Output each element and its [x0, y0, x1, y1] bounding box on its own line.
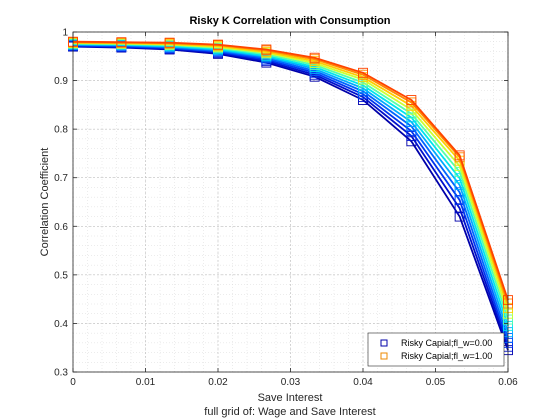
x-tick-label: 0.01 — [136, 377, 156, 388]
series-11-point — [164, 37, 175, 48]
y-tick-label: 0.4 — [54, 319, 68, 330]
chart-caption: full grid of: Wage and Save Interest — [204, 406, 375, 418]
tick-labels: 0 0.01 0.02 0.03 0.04 0.05 0.06 0.3 0.4 0.5 0.6 0.7… — [54, 28, 518, 389]
y-axis-label: Correlation Coefficient — [39, 148, 51, 257]
y-tick-label: 0.7 — [54, 173, 68, 184]
legend-marker-1 — [380, 339, 388, 347]
y-tick-label: 0.9 — [54, 76, 68, 87]
series-11-point — [454, 150, 465, 161]
y-tick-label: 0.5 — [54, 270, 68, 281]
x-tick-label: 0.05 — [426, 377, 446, 388]
y-tick-label: 0.6 — [54, 222, 68, 233]
x-tick-label: 0.06 — [498, 377, 518, 388]
x-tick-label: 0.04 — [353, 377, 373, 388]
x-axis-label: Save Interest — [258, 392, 323, 404]
legend-marker-2 — [380, 352, 388, 360]
series-11-point — [406, 95, 417, 105]
series-1-point — [454, 211, 465, 222]
ticks — [72, 31, 509, 373]
chart-title: Risky K Correlation with Consumption — [189, 15, 390, 27]
series-11-point — [213, 39, 223, 50]
x-tick-label: 0.03 — [281, 377, 301, 388]
legend-label-1: Risky Capial;fl_w=0.00 — [401, 338, 492, 348]
series-11-point — [261, 44, 272, 55]
series-line-11 — [72, 40, 509, 301]
series-11-point — [309, 52, 320, 63]
x-tick-label: 0 — [70, 377, 76, 388]
series-11-point — [358, 67, 368, 78]
legend-label-2: Risky Capial;fl_w=1.00 — [401, 351, 492, 361]
x-tick-label: 0.02 — [208, 377, 228, 388]
y-tick-label: 0.3 — [54, 368, 68, 379]
legend[interactable]: Risky Capial;fl_w=0.00 Risky Capial;fl_w… — [367, 332, 505, 367]
legend-box — [367, 332, 505, 367]
series-layer — [68, 36, 513, 356]
y-tick-label: 1 — [62, 28, 68, 39]
y-tick-label: 0.8 — [54, 125, 68, 136]
series-11-point — [116, 37, 127, 48]
